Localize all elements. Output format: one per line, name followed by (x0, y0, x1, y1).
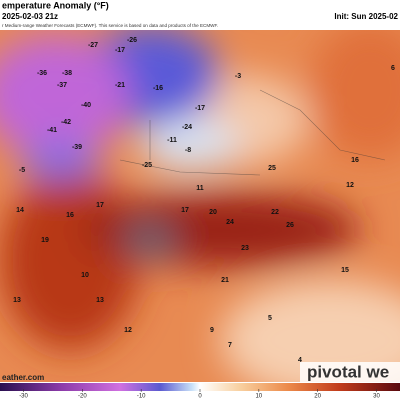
anomaly-label: 25 (268, 165, 276, 172)
anomaly-label: 21 (221, 277, 229, 284)
anomaly-label: -5 (19, 167, 25, 174)
map-labels: -36 -38-37-40-41-42-39-27-26-17-21 -16-25-… (13, 37, 395, 364)
anomaly-label: 24 (226, 219, 234, 226)
anomaly-label: 16 (351, 157, 359, 164)
colorbar (0, 383, 400, 391)
header: emperature Anomaly (°F) 2025-02-03 21z I… (2, 0, 399, 28)
anomaly-label: 7 (228, 342, 232, 349)
anomaly-label: 22 (271, 209, 279, 216)
anomaly-label: 23 (241, 245, 249, 252)
anomaly-label: 17 (96, 202, 104, 209)
anomaly-label: -21 (115, 82, 125, 89)
colorbar-ticks: -30 -20 -10 0 10 20 30 (19, 389, 380, 400)
anomaly-label: -41 (47, 127, 57, 134)
anomaly-label: 20 (209, 209, 217, 216)
title: emperature Anomaly (°F) (2, 0, 109, 10)
colorbar-tick-label: 30 (373, 394, 380, 400)
anomaly-label: -25 (142, 162, 152, 169)
anomaly-label: -8 (185, 147, 191, 154)
anomaly-label: -42 (61, 119, 71, 126)
anomaly-label: 26 (286, 222, 294, 229)
valid-time: 2025-02-03 21z (2, 12, 58, 21)
colorbar-tick-label: 20 (314, 394, 321, 400)
anomaly-label: 11 (196, 185, 204, 192)
colorbar-tick-label: -30 (19, 394, 28, 400)
anomaly-label: 6 (391, 65, 395, 72)
anomaly-label: -37 (57, 82, 67, 89)
anomaly-label: -16 (153, 85, 163, 92)
anomaly-label: 13 (13, 297, 21, 304)
site-url: eather.com (2, 373, 44, 382)
init-time: Init: Sun 2025-02 (334, 12, 398, 21)
credit: r Medium-range Weather Forecasts (ECMWF)… (2, 23, 218, 28)
colorbar-tick-label: -20 (78, 394, 87, 400)
anomaly-label: -17 (115, 47, 125, 54)
anomaly-label: 4 (298, 357, 302, 364)
anomaly-label: 16 (66, 212, 74, 219)
anomaly-label: 10 (81, 272, 89, 279)
anomaly-label: -38 (62, 70, 72, 77)
anomaly-label: 5 (268, 315, 272, 322)
anomaly-label: -36 (37, 70, 47, 77)
anomaly-label: -27 (88, 42, 98, 49)
logo-box (300, 362, 400, 382)
colorbar-tick-label: 0 (198, 394, 202, 400)
anomaly-label: 15 (341, 267, 349, 274)
anomaly-label: 9 (210, 327, 214, 334)
anomaly-label: 13 (96, 297, 104, 304)
anomaly-label: 12 (346, 182, 354, 189)
anomaly-label: 14 (16, 207, 24, 214)
logo: pivotal we (307, 362, 389, 381)
colorbar-tick-label: -10 (137, 394, 146, 400)
anomaly-label: 19 (41, 237, 49, 244)
map: -36 -38-37-40-41-42-39-27-26-17-21 -16-25-… (0, 30, 400, 382)
anomaly-label: -26 (127, 37, 137, 44)
anomaly-label: 17 (181, 207, 189, 214)
anomaly-label: -11 (167, 137, 177, 144)
anomaly-label: -17 (195, 105, 205, 112)
anomaly-label: -39 (72, 144, 82, 151)
colorbar-tick-label: 10 (255, 394, 262, 400)
anomaly-label: -40 (81, 102, 91, 109)
anomaly-label: -24 (182, 124, 192, 131)
anomaly-label: -3 (235, 73, 241, 80)
anomaly-label: 12 (124, 327, 132, 334)
